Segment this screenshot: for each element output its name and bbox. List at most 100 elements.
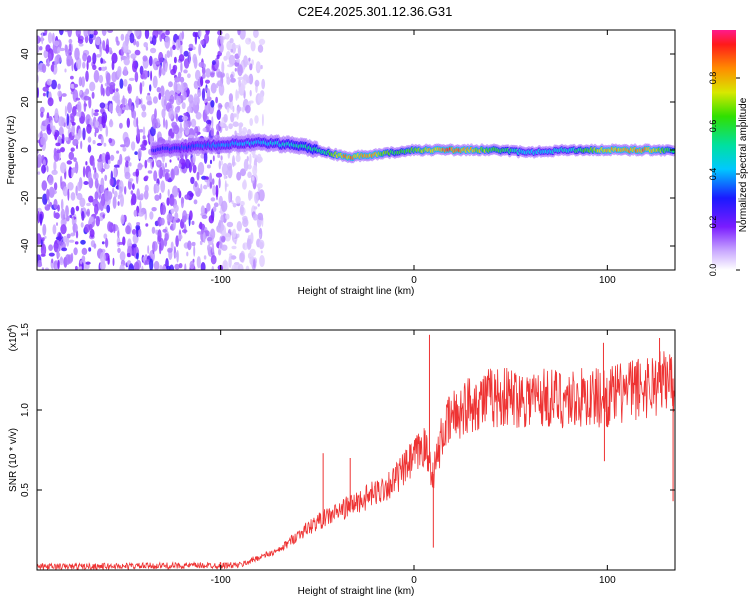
noise-blob [143,190,149,200]
noise-blob [178,127,185,133]
noise-blob [56,149,61,154]
noise-blob [57,252,61,258]
colorbar-tick-label: 0.2 [708,216,718,229]
noise-blob [93,70,100,83]
noise-blob [255,61,261,71]
noise-blob [221,61,225,74]
noise-blob [92,52,97,65]
noise-blob [75,97,81,101]
noise-blob [95,215,101,227]
noise-blob [180,197,185,204]
noise-blob [79,90,82,95]
noise-blob [175,132,180,141]
noise-blob [230,255,237,260]
noise-blob [136,252,139,260]
y-tick-label: 40 [20,48,31,60]
noise-blob [99,42,102,53]
noise-blob [173,165,179,176]
colorbar-label: Normalized spectral amplitude [738,97,749,232]
noise-blob [86,60,89,71]
noise-blob [245,104,251,114]
noise-blob [136,40,140,48]
noise-blob [83,30,88,38]
noise-blob [200,205,205,215]
noise-blob [169,194,175,207]
noise-blob [157,229,162,243]
noise-blob [148,55,153,67]
noise-blob [161,108,166,119]
noise-blob [254,79,260,87]
noise-blob [205,68,211,78]
noise-blob [193,199,198,205]
noise-blob [251,59,254,66]
noise-blob [241,79,246,92]
noise-blob [119,251,126,262]
noise-blob [117,194,121,200]
noise-blob [53,198,58,210]
noise-blob [165,119,168,130]
noise-blob [242,179,247,190]
noise-blob [174,212,179,221]
noise-blob [170,208,175,214]
noise-blob [93,172,99,180]
noise-blob [53,151,60,162]
noise-blob [183,69,188,74]
noise-blob [127,83,132,94]
noise-blob [197,89,202,98]
noise-blob [37,233,42,245]
noise-blob [80,140,83,150]
noise-blob [147,170,153,174]
noise-blob [97,158,103,163]
snr-frame [36,329,676,571]
noise-blob [92,160,95,171]
y-tick-label: 0.5 [20,483,31,497]
noise-blob [81,210,85,221]
noise-blob [164,62,168,73]
noise-blob [235,195,241,204]
snr-scale-close: ) [8,325,19,328]
noise-blob [256,153,262,164]
noise-blob [184,158,191,169]
noise-blob [146,94,151,102]
noise-blob [82,127,86,141]
noise-blob [186,106,192,113]
noise-blob [200,183,203,194]
noise-blob [37,44,40,54]
noise-blob [57,259,60,270]
noise-blob [77,39,84,44]
noise-blob [237,45,241,57]
noise-blob [105,126,109,137]
noise-blob [160,217,165,226]
noise-blob [206,237,213,242]
noise-blob [205,119,212,125]
noise-blob [51,79,57,90]
noise-blob [98,67,102,71]
noise-blob [123,66,128,76]
noise-blob [65,254,71,265]
spectrogram-x-label: Height of straight line (km) [298,286,415,297]
noise-blob [82,61,86,69]
noise-blob [256,183,263,189]
noise-blob [71,124,75,137]
noise-blob [224,180,227,192]
y-tick-label: 20 [20,96,31,108]
noise-blob [235,89,238,101]
colorbar-tick-label: 0.6 [708,120,718,133]
noise-blob [117,247,121,253]
noise-blob [122,146,127,152]
noise-blob [232,105,235,113]
noise-blob [163,117,166,128]
noise-blob [198,30,202,38]
noise-blob [158,51,164,64]
noise-blob [74,241,79,245]
noise-blob [106,72,111,85]
noise-blob [183,50,189,57]
noise-blob [166,213,173,223]
noise-blob [94,203,99,215]
noise-blob [84,224,91,233]
noise-blob [101,241,105,245]
noise-blob [107,30,113,33]
y-tick-label: -40 [20,238,31,253]
noise-blob [37,171,41,175]
noise-blob [159,242,162,255]
